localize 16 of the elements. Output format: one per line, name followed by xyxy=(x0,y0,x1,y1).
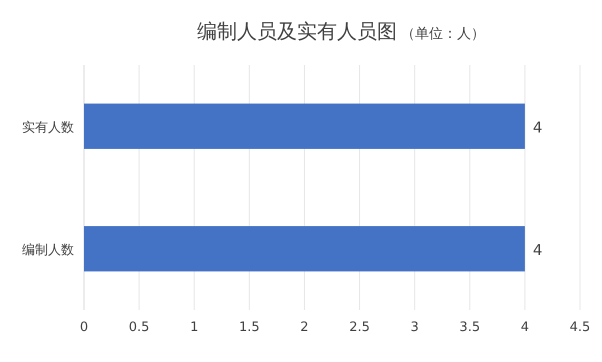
x-tick-label: 2 xyxy=(300,320,309,335)
x-tick-label: 0.5 xyxy=(128,320,150,335)
x-tick-label: 3 xyxy=(410,320,419,335)
x-tick-label: 3.5 xyxy=(459,320,480,335)
chart-title: 编制人员及实有人员图 xyxy=(197,19,397,43)
x-tick-label: 2.5 xyxy=(349,320,370,335)
data-label: 4 xyxy=(532,240,542,259)
y-tick-label: 编制人数 xyxy=(22,242,74,258)
x-tick-label: 4 xyxy=(520,320,530,335)
x-tick-label: 1.5 xyxy=(238,320,260,335)
x-tick-label: 1 xyxy=(190,320,198,335)
x-tick-label: 0 xyxy=(80,320,88,335)
x-tick-label: 4.5 xyxy=(570,320,590,335)
data-label: 4 xyxy=(532,118,542,136)
chart-subtitle: （单位：人） xyxy=(401,26,485,42)
y-tick-label: 实有人数 xyxy=(22,120,74,136)
